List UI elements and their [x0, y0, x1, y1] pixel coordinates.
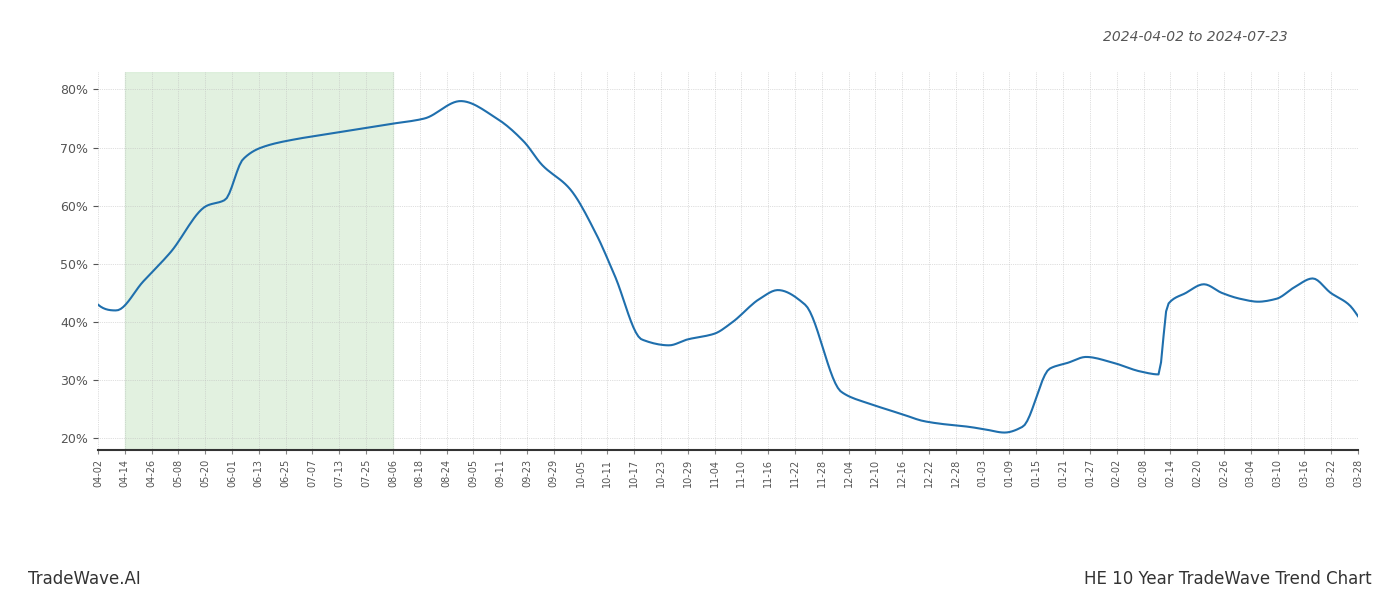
Text: HE 10 Year TradeWave Trend Chart: HE 10 Year TradeWave Trend Chart [1085, 570, 1372, 588]
Text: 2024-04-02 to 2024-07-23: 2024-04-02 to 2024-07-23 [1103, 30, 1288, 44]
Bar [125, 72, 393, 450]
Text: TradeWave.AI: TradeWave.AI [28, 570, 141, 588]
